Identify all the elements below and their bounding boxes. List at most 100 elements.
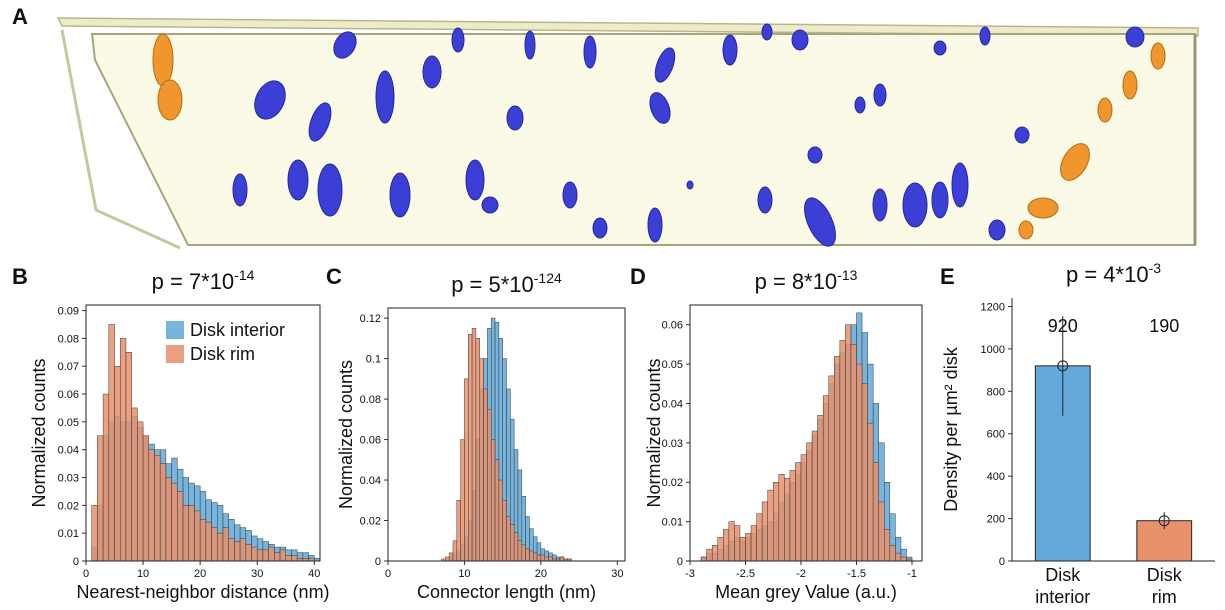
hist-bar	[536, 554, 542, 562]
plot-frame	[387, 307, 626, 562]
hist-bar	[789, 470, 796, 562]
hist-bar	[464, 378, 469, 562]
hist-bar	[540, 554, 545, 562]
x-tick-label: 30	[611, 568, 623, 580]
hist-bar	[723, 529, 730, 562]
hist-bar	[251, 546, 258, 562]
hist-bar	[222, 527, 229, 562]
x-tick-label: Disk interior	[1035, 565, 1090, 607]
chart-title: p = 5*10-124	[451, 270, 562, 297]
y-tick-label: 0.07	[58, 361, 79, 373]
chart-title: p = 8*10-13	[755, 267, 858, 294]
hist-bar	[245, 544, 252, 562]
hist-bar	[239, 538, 247, 562]
hist-bar	[468, 334, 473, 562]
x-axis-label: Nearest-neighbor distance (nm)	[76, 582, 329, 602]
hist-bar	[445, 556, 450, 562]
y-tick-label: 0.08	[58, 333, 79, 345]
y-tick-label: 0.08	[360, 394, 381, 406]
hist-bar	[279, 549, 287, 562]
y-tick-label: 0	[677, 556, 683, 568]
x-tick-label: -1.5	[847, 568, 866, 580]
y-tick-label: 0	[999, 556, 1005, 568]
hist-bar	[165, 477, 172, 562]
hist-bar	[867, 422, 874, 562]
hist-bar	[490, 439, 496, 562]
hist-bar	[745, 533, 752, 562]
hist-bar	[217, 532, 224, 562]
hist-bar	[234, 541, 241, 562]
hist-bar	[483, 388, 488, 562]
hist-bar	[154, 455, 161, 562]
hist-bar	[471, 327, 477, 562]
hist-bar	[839, 340, 846, 562]
hist-bar	[513, 532, 519, 562]
hist-bar	[773, 481, 780, 562]
x-tick-label: 0	[83, 568, 89, 580]
y-tick-label: 0.02	[360, 516, 381, 528]
x-tick-label: 0	[385, 568, 391, 580]
panel-label: E	[940, 264, 955, 289]
x-tick-label: 30	[251, 568, 263, 580]
hist-bar	[784, 478, 791, 562]
hist-bar	[559, 556, 565, 562]
y-tick-label: 0.06	[58, 389, 79, 401]
y-tick-label: 0.01	[662, 517, 683, 529]
y-tick-label: 0.02	[662, 477, 683, 489]
chart-title: p = 7*10-14	[152, 267, 255, 294]
y-tick-label: 200	[987, 514, 1005, 526]
hist-bar	[498, 479, 503, 562]
hist-bar	[756, 513, 763, 562]
legend-swatch	[166, 321, 184, 339]
hist-bar	[533, 552, 538, 562]
legend-label: Disk rim	[190, 344, 255, 364]
y-tick-label: 0.03	[58, 473, 79, 485]
x-tick-label: -3	[685, 568, 695, 580]
hist-bar	[834, 355, 841, 562]
hist-bar	[274, 552, 281, 562]
hist-bar	[177, 491, 184, 562]
x-tick-label: 10	[458, 568, 470, 580]
mean-marker	[1057, 360, 1069, 372]
y-tick-label: 600	[987, 429, 1005, 441]
hist-bar	[211, 527, 218, 562]
hist-bar	[148, 449, 155, 562]
panel-label: B	[12, 264, 28, 289]
hist-bar	[800, 454, 807, 562]
hist-bar	[517, 540, 523, 562]
panel-a-render	[56, 17, 1199, 250]
hist-bar	[97, 435, 104, 562]
value-label: 920	[1048, 316, 1078, 336]
plot-frame	[85, 304, 321, 562]
hist-bar	[119, 338, 127, 562]
mean-marker	[1158, 515, 1170, 527]
x-tick-label: -2	[796, 568, 806, 580]
hist-bar	[850, 344, 857, 562]
y-tick-label: 800	[987, 386, 1005, 398]
y-tick-label: 0.06	[360, 435, 381, 447]
hist-bar	[700, 556, 707, 562]
hist-bar	[845, 324, 852, 562]
hist-bar	[125, 352, 132, 562]
panel-label: C	[326, 264, 342, 289]
hist-bar	[228, 538, 235, 562]
y-tick-label: 0.05	[662, 359, 683, 371]
hist-bar	[291, 555, 298, 562]
y-tick-label: 0.02	[58, 500, 79, 512]
y-tick-label: 0.03	[662, 438, 683, 450]
title-exponent: -13	[837, 267, 857, 283]
legend-swatch	[166, 345, 184, 363]
hist-bar	[506, 516, 511, 562]
hist-bar	[502, 500, 507, 562]
hist-bar	[137, 421, 144, 562]
plot-frame	[689, 304, 923, 562]
hist-bar	[171, 482, 178, 562]
x-tick-label: Disk rim	[1147, 565, 1183, 607]
x-tick-label: -2.5	[736, 568, 755, 580]
hist-bar	[895, 552, 902, 562]
title-exponent: -3	[1149, 260, 1162, 276]
hist-bar	[529, 550, 534, 562]
y-axis-label: Normalized counts	[29, 358, 49, 507]
panel-label: A	[12, 4, 28, 29]
